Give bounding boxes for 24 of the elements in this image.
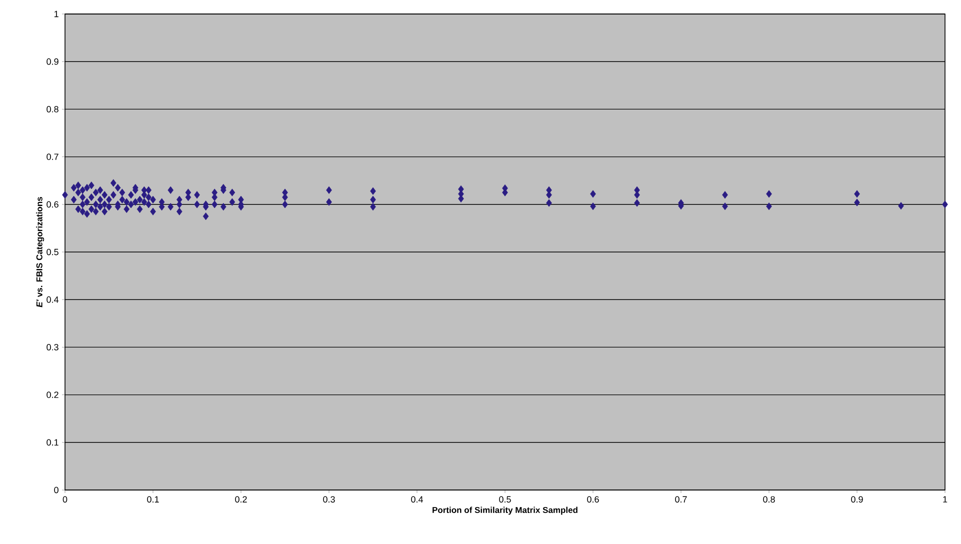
y-tick-label: 0: [54, 486, 58, 494]
x-tick-label: 0.3: [323, 496, 335, 503]
x-tick-label: 0.7: [675, 496, 687, 503]
x-tick-label: 0.2: [235, 496, 247, 503]
x-tick-label: 0.8: [763, 496, 775, 503]
y-tick-label: 0.5: [46, 248, 58, 256]
y-tick-label: 0.3: [46, 344, 58, 350]
y-axis-title: E' vs. FBIS Categorizations: [36, 196, 44, 308]
y-tick-label: 0.4: [46, 296, 59, 303]
x-tick-label: 0.5: [499, 496, 511, 503]
y-tick-label: 0.6: [46, 201, 58, 208]
y-tick-label: 0.1: [46, 439, 58, 446]
y-tick-label: 0.9: [46, 58, 58, 65]
x-tick-label: 1: [943, 496, 948, 502]
x-tick-label: 0.9: [851, 496, 863, 503]
x-axis-title: Portion of Similarity Matrix Sampled: [432, 506, 578, 515]
x-tick-label: 0.6: [587, 496, 599, 503]
y-tick-label: 0.7: [46, 154, 58, 160]
x-tick-label: 0.4: [411, 496, 423, 503]
y-tick-label: 1: [54, 10, 58, 18]
x-tick-label: 0.1: [147, 496, 159, 503]
x-tick-label: 0: [62, 496, 68, 503]
y-tick-label: 0.2: [46, 392, 58, 398]
y-tick-label: 0.8: [46, 106, 58, 112]
